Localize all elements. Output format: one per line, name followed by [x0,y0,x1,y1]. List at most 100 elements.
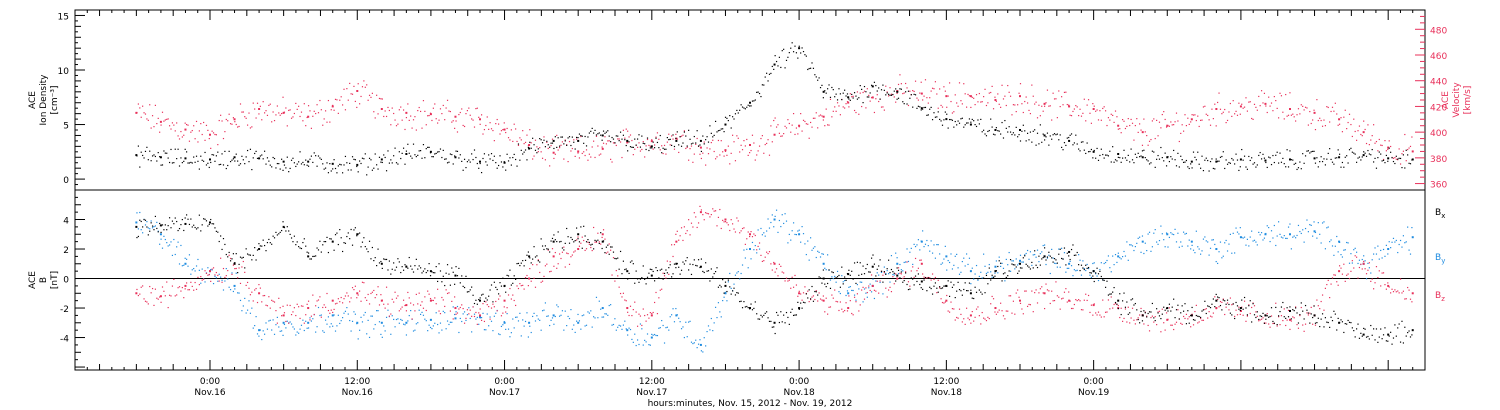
bz-point [344,295,347,297]
bx-point [930,287,932,290]
bx-point [527,251,529,253]
ion-density-point [751,100,754,102]
bx-point [1358,337,1361,339]
bz-point [1265,322,1267,324]
velocity-point [934,81,936,83]
bx-point [1320,318,1322,320]
by-point [248,300,250,302]
bz-point [1019,302,1022,304]
bx-point [914,275,917,277]
bx-point [483,300,486,302]
bz-point [1399,278,1402,280]
by-point [650,336,653,339]
ion-density-point [371,169,373,171]
by-point [1052,257,1054,259]
by-point [523,325,525,327]
ion-density-point [1140,155,1142,157]
by-point [319,314,321,317]
bx-point [510,284,512,286]
velocity-point [848,106,850,108]
bz-point [1131,307,1134,309]
bx-point [851,270,853,272]
by-point [220,276,222,278]
velocity-point [807,123,809,125]
bx-point [1312,316,1314,319]
ion-density-point [261,154,263,156]
bz-point [498,298,500,300]
bz-point [231,273,233,275]
bx-point [892,271,894,273]
bz-point [526,274,528,277]
bz-point [618,286,620,288]
by-point [170,241,172,243]
velocity-point [619,141,622,143]
bz-point [836,301,839,303]
by-point [340,320,342,322]
ion-density-point [1165,165,1168,167]
by-point [371,315,373,317]
velocity-point [576,138,578,140]
by-point [807,240,809,242]
velocity-point [611,161,613,163]
by-point [1312,235,1314,237]
bx-point [827,282,829,285]
bz-point [1224,313,1226,316]
bx-point [1127,313,1129,315]
bz-point [181,286,183,289]
velocity-point [723,155,725,157]
bx-point [1341,321,1344,323]
velocity-point [384,110,386,112]
bx-point [1377,341,1379,343]
velocity-point [452,120,454,122]
bx-point [1242,308,1244,310]
bz-point [570,256,572,258]
ion-density-point [848,98,850,100]
bx-point [1300,302,1302,304]
ion-density-point [233,156,236,159]
bx-point [601,240,604,243]
ion-density-point [824,90,826,92]
by-point [610,304,612,306]
ion-density-point [178,165,181,167]
by-point [1116,261,1118,264]
bx-point [1207,305,1209,307]
by-point [683,336,685,339]
ion-density-point [663,148,666,150]
bx-point [1405,335,1407,337]
ion-density-point [598,132,600,134]
ion-density-point [489,158,491,160]
ion-density-point [534,149,537,151]
velocity-point [1123,120,1125,122]
bz-point [571,254,573,256]
by-point [612,323,615,326]
ion-density-point [327,172,330,174]
bz-point [713,210,715,212]
by-point [771,214,773,216]
ion-density-point [528,147,531,150]
velocity-point [359,103,361,105]
by-point [360,316,362,318]
bz-point [534,286,537,288]
bz-point [184,288,186,290]
ion-density-point [502,166,504,168]
ion-density-point [724,116,727,118]
bx-point [140,220,142,223]
velocity-point [1042,110,1044,112]
bz-point [736,217,738,219]
by-point [437,323,439,326]
velocity-point [703,141,705,143]
velocity-point [1329,121,1331,123]
by-point [503,321,505,323]
ion-density-point [839,93,841,95]
velocity-point [736,135,738,137]
velocity-point [594,156,596,159]
bx-point [1316,321,1318,324]
bz-point [601,233,604,236]
bx-point [249,254,252,256]
bz-point [259,287,261,289]
bx-point [994,275,996,277]
by-point [1368,267,1370,269]
ion-density-point [485,161,487,163]
by-point [598,300,600,302]
ion-density-point [547,144,549,146]
